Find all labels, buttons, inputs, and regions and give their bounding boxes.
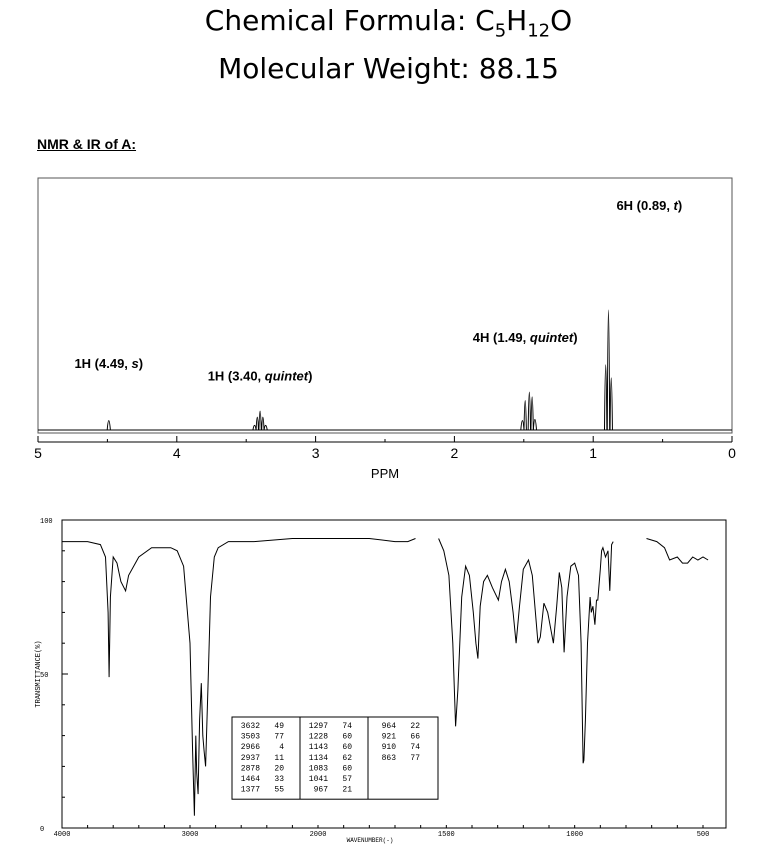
formula-prefix: Chemical Formula: C <box>204 4 495 37</box>
ir-peak-transmittance: 11 <box>274 754 284 763</box>
nmr-peak-line <box>106 420 111 431</box>
nmr-x-tick-label: 3 <box>312 445 320 461</box>
nmr-x-tick-label: 0 <box>728 445 736 461</box>
ir-y-tick-label: 50 <box>40 672 48 680</box>
ir-y-axis-label: TRANSMITTANCE(%) <box>35 640 43 707</box>
nmr-peak-label: 1H (3.40, quintet) <box>208 368 313 383</box>
ir-peak-wavenumber: 863 <box>382 754 397 763</box>
ir-peak-wavenumber: 967 <box>314 786 329 795</box>
ir-peak-wavenumber: 2878 <box>241 764 260 773</box>
ir-peak-transmittance: 62 <box>342 754 352 763</box>
nmr-peak-line <box>609 377 613 431</box>
ir-peak-transmittance: 4 <box>279 743 284 752</box>
ir-x-axis-label: WAVENUMBER(-) <box>347 837 394 844</box>
nmr-peak-line <box>603 364 608 431</box>
nmr-peak-line <box>261 416 265 431</box>
formula-o: O <box>550 4 573 37</box>
ir-x-tick-label: 4000 <box>54 831 71 839</box>
ir-x-tick-label: 1500 <box>438 831 455 839</box>
nmr-x-tick-label: 2 <box>451 445 459 461</box>
ir-peak-wavenumber: 964 <box>382 722 397 731</box>
ir-peak-transmittance: 74 <box>342 722 352 731</box>
ir-peak-transmittance: 49 <box>274 722 284 731</box>
ir-peak-wavenumber: 2937 <box>241 754 260 763</box>
nmr-peak-line <box>530 396 534 431</box>
nmr-peak-line <box>258 410 262 431</box>
ir-peak-transmittance: 77 <box>274 733 284 742</box>
nmr-chart: 5 4 3 2 1 0 PPM 1H (4.49, s) 1H (3.40, quintet) 4… <box>34 177 736 481</box>
ir-peak-transmittance: 20 <box>274 764 284 773</box>
nmr-peak-line <box>532 418 538 431</box>
nmr-peak-line <box>255 416 260 431</box>
ir-peak-wavenumber: 1464 <box>241 775 260 784</box>
ir-peak-transmittance: 55 <box>274 786 284 795</box>
ir-peak-wavenumber: 1083 <box>309 764 328 773</box>
ir-x-tick-label: 2000 <box>310 831 327 839</box>
ir-peak-wavenumber: 1377 <box>241 786 260 795</box>
ir-spectrum-line <box>646 538 709 564</box>
ir-peak-transmittance: 60 <box>342 733 352 742</box>
ir-peak-transmittance: 33 <box>274 775 284 784</box>
ir-y-tick-label: 100 <box>40 518 53 526</box>
nmr-peak-label: 6H (0.89, t) <box>616 198 682 213</box>
nmr-x-tick-label: 5 <box>34 445 42 461</box>
nmr-peak-line <box>527 391 532 431</box>
nmr-peak-label: 4H (1.49, quintet) <box>473 330 578 345</box>
ir-peak-wavenumber: 1134 <box>309 754 328 763</box>
ir-spectrum-line <box>62 538 416 816</box>
formula-h: H <box>506 4 528 37</box>
chemical-formula: Chemical Formula: C5H12O <box>0 4 777 42</box>
ir-peak-wavenumber: 1228 <box>309 733 328 742</box>
nmr-peak-label: 1H (4.49, s) <box>74 356 143 371</box>
nmr-x-axis-label: PPM <box>371 466 399 481</box>
ir-peak-wavenumber: 3632 <box>241 722 260 731</box>
ir-peak-transmittance: 60 <box>342 743 352 752</box>
ir-peak-wavenumber: 2966 <box>241 743 260 752</box>
nmr-peak-line <box>523 400 527 431</box>
molecular-weight: Molecular Weight: 88.15 <box>218 52 559 85</box>
ir-peak-table <box>231 716 439 800</box>
ir-x-tick-label: 1000 <box>566 831 583 839</box>
nmr-peak-line <box>263 424 268 431</box>
ir-chart: 0 50 100 TRANSMITTANCE(%) 4000 3000 2000 1500 10… <box>35 518 727 844</box>
ir-spectrum-line <box>438 538 614 764</box>
ir-x-tick-label: 500 <box>697 831 710 839</box>
ir-x-tick-label: 3000 <box>182 831 199 839</box>
ir-peak-transmittance: 74 <box>410 743 420 752</box>
formula-subscript-c: 5 <box>494 20 507 42</box>
ir-peak-transmittance: 22 <box>410 722 420 731</box>
ir-peak-wavenumber: 3503 <box>241 733 260 742</box>
ir-peak-transmittance: 21 <box>342 786 352 795</box>
nmr-plot-frame <box>37 177 733 434</box>
ir-peak-wavenumber: 1143 <box>309 743 328 752</box>
ir-peak-wavenumber: 910 <box>382 743 397 752</box>
nmr-peak-line <box>606 309 611 431</box>
ir-peak-transmittance: 57 <box>342 775 352 784</box>
ir-peak-transmittance: 77 <box>410 754 420 763</box>
section-label: NMR & IR of A: <box>37 136 137 152</box>
ir-peak-transmittance: 66 <box>410 733 420 742</box>
formula-subscript-h: 12 <box>527 20 551 42</box>
nmr-x-tick-label: 4 <box>173 445 181 461</box>
ir-peak-wavenumber: 1297 <box>309 722 328 731</box>
ir-peak-transmittance: 60 <box>342 764 352 773</box>
ir-peak-wavenumber: 1041 <box>309 775 328 784</box>
nmr-x-tick-label: 1 <box>589 445 597 461</box>
ir-y-tick-label: 0 <box>40 826 44 834</box>
ir-peak-wavenumber: 921 <box>382 733 397 742</box>
